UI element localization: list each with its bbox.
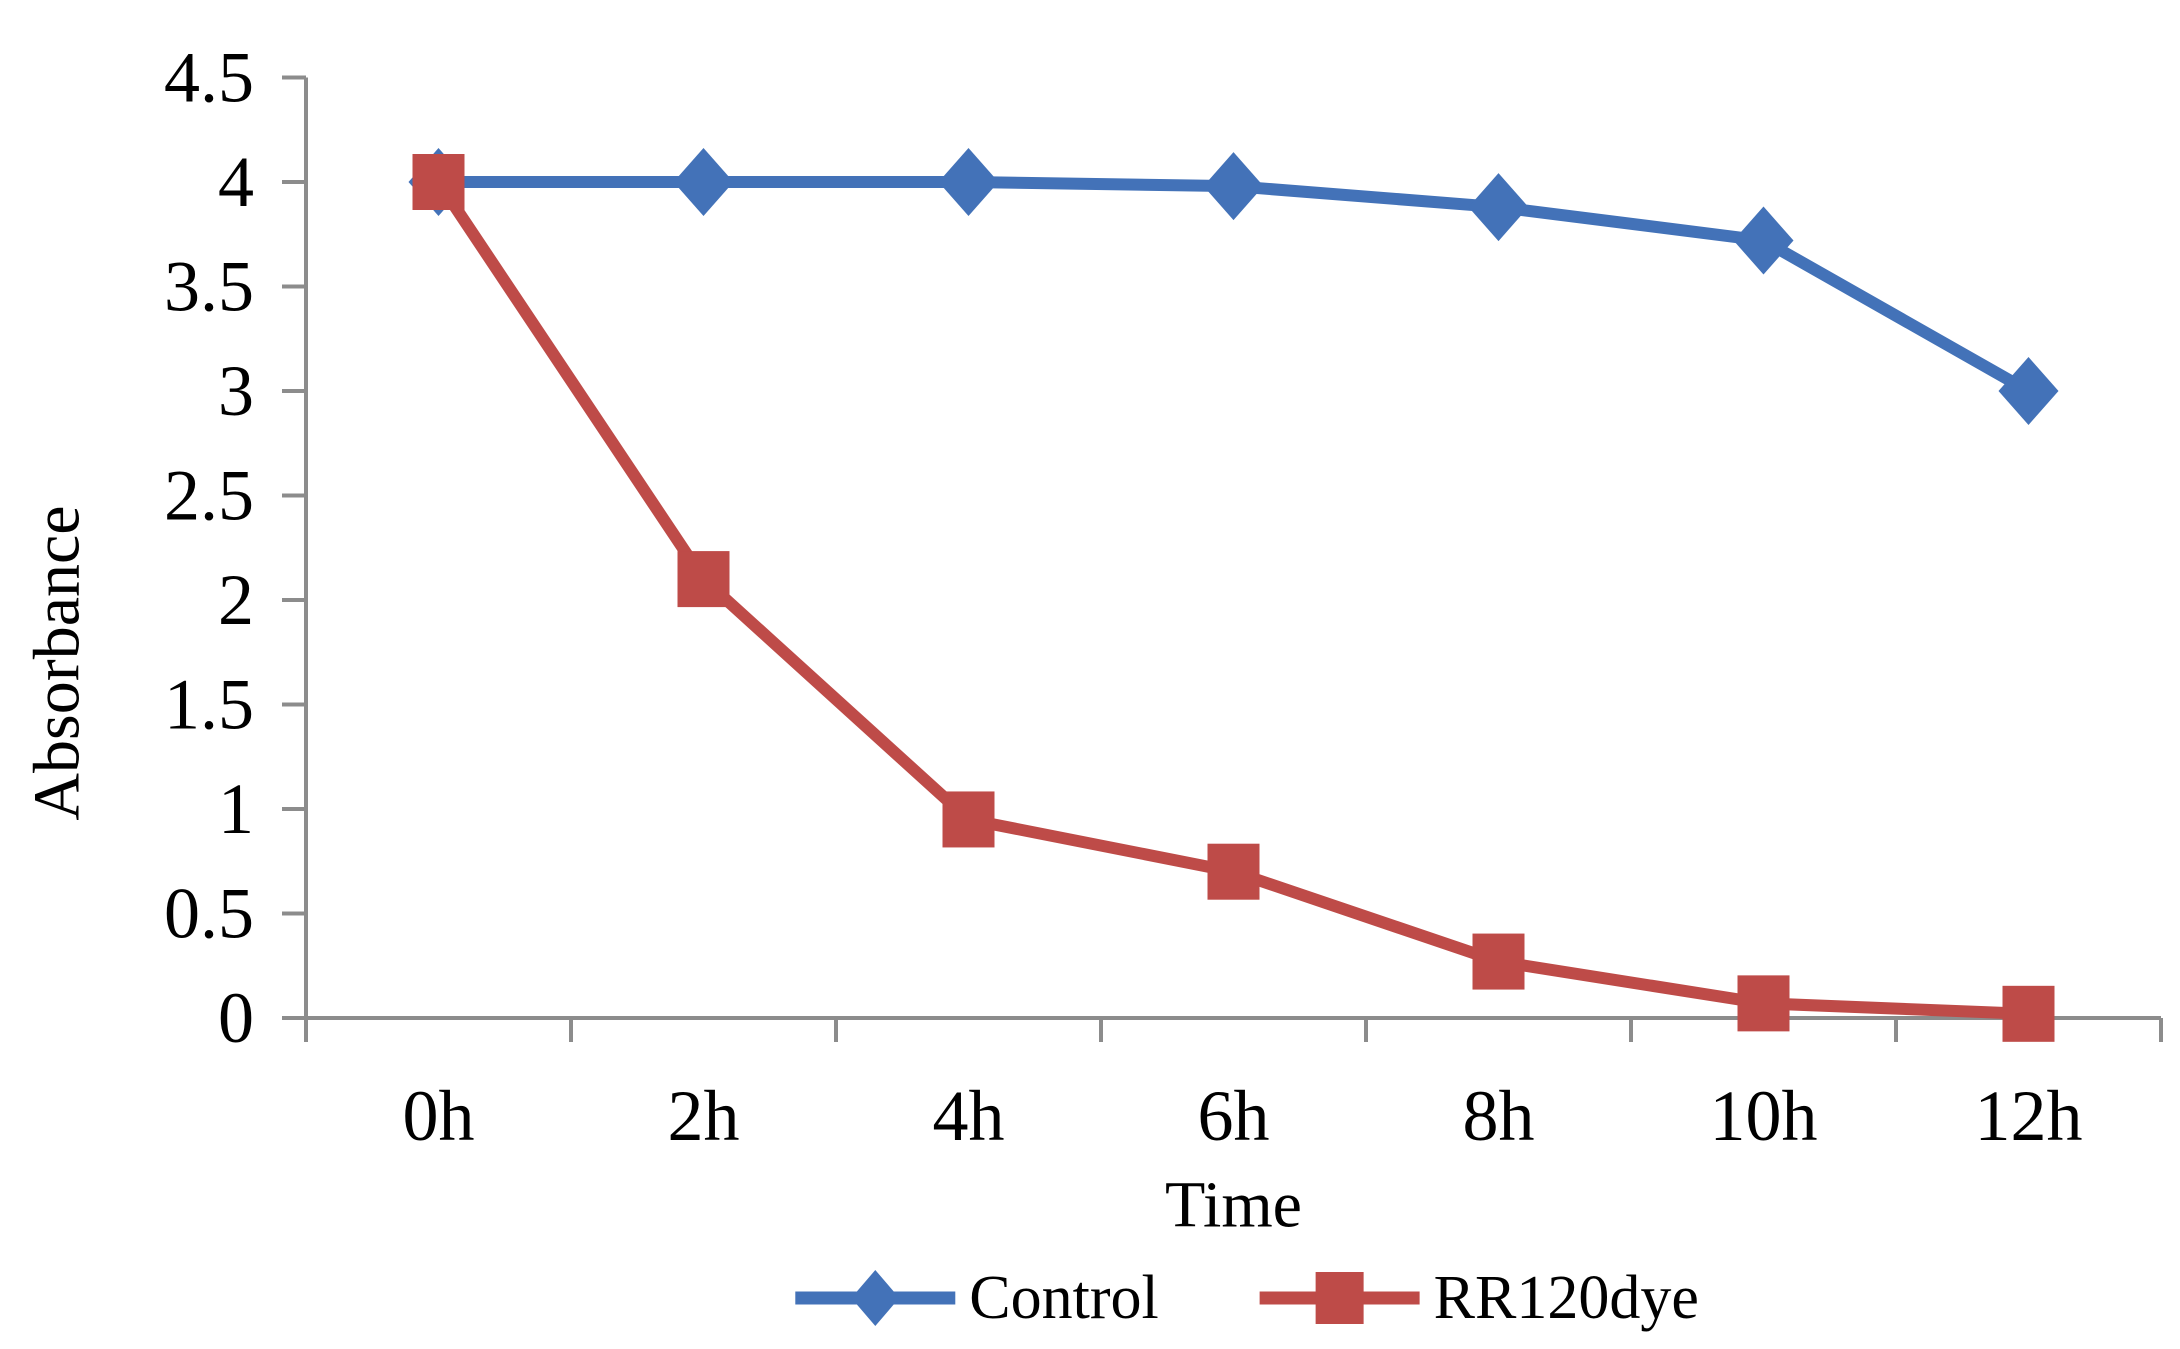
data-point-marker bbox=[1207, 843, 1260, 900]
legend-label: Control bbox=[969, 1264, 1158, 1332]
legend-item-rr120dye: RR120dye bbox=[1259, 1264, 1699, 1332]
y-tick-label: 1.5 bbox=[164, 665, 254, 745]
legend-marker bbox=[1315, 1272, 1364, 1324]
y-axis: 0 0.5 1 1.5 2 2.5 3 3.5 4 4.5 bbox=[164, 38, 308, 1058]
legend-label: RR120dye bbox=[1434, 1264, 1699, 1332]
x-tick-label: 4h bbox=[933, 1076, 1005, 1156]
x-tick-label: 6h bbox=[1198, 1076, 1270, 1156]
data-point-marker bbox=[2002, 985, 2055, 1042]
y-tick-label: 0 bbox=[218, 978, 254, 1058]
data-point-marker bbox=[1737, 975, 1790, 1032]
data-point-marker bbox=[412, 154, 465, 210]
y-tick-label: 0.5 bbox=[164, 874, 254, 954]
y-tick-label: 4.5 bbox=[164, 38, 254, 118]
y-axis-title: Absorbance bbox=[21, 505, 94, 820]
x-tick-label: 12h bbox=[1975, 1076, 2083, 1156]
x-axis: 0h 2h 4h 6h 8h 10h 12h bbox=[304, 1016, 2163, 1156]
data-point-marker bbox=[673, 148, 734, 216]
x-axis-title: Time bbox=[1165, 1169, 1302, 1242]
y-tick-label: 4 bbox=[218, 142, 254, 222]
data-point-marker bbox=[942, 791, 995, 848]
x-tick-label: 10h bbox=[1710, 1076, 1818, 1156]
y-tick-label: 3.5 bbox=[164, 247, 254, 327]
data-point-marker bbox=[1203, 152, 1264, 221]
x-tick-label: 0h bbox=[403, 1076, 475, 1156]
series-rr120dye bbox=[412, 154, 2055, 1042]
y-tick-label: 3 bbox=[218, 351, 254, 431]
data-point-marker bbox=[938, 148, 999, 216]
x-tick-label: 2h bbox=[668, 1076, 740, 1156]
y-tick-label: 1 bbox=[218, 769, 254, 849]
legend-marker bbox=[851, 1270, 900, 1326]
y-tick-label: 2 bbox=[218, 560, 254, 640]
data-point-marker bbox=[677, 551, 730, 608]
data-point-marker bbox=[1733, 206, 1794, 275]
data-point-marker bbox=[1998, 357, 2059, 425]
data-point-marker bbox=[1468, 173, 1529, 242]
data-point-marker bbox=[1472, 933, 1525, 990]
y-tick-label: 2.5 bbox=[164, 456, 254, 536]
legend: Control RR120dye bbox=[795, 1264, 1699, 1332]
legend-item-control: Control bbox=[795, 1264, 1159, 1332]
x-tick-label: 8h bbox=[1463, 1076, 1535, 1156]
